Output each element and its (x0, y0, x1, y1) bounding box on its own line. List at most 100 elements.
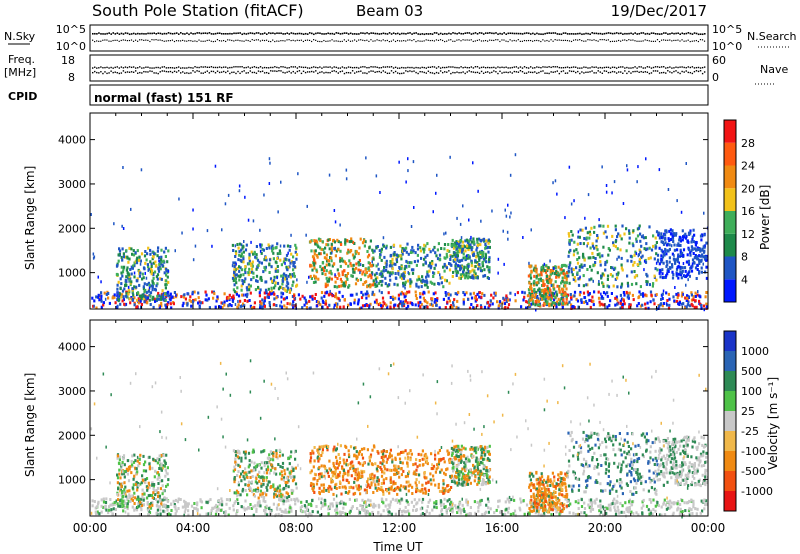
echo-cell (164, 303, 167, 307)
nave-point (605, 66, 608, 69)
echo-cell (648, 225, 651, 229)
echo-cell (519, 500, 523, 504)
echo-cell (234, 303, 237, 306)
echo-cell (259, 303, 262, 307)
echo-cell (675, 292, 678, 296)
nsky-point (126, 32, 129, 35)
freq-point (153, 72, 155, 74)
echo-cell (451, 275, 454, 278)
echo-cell (679, 244, 682, 247)
echo-cell (172, 499, 175, 503)
echo-cell (402, 248, 406, 252)
echo-cell (234, 261, 237, 265)
echo-cell (371, 290, 374, 294)
echo-cell (271, 249, 274, 253)
echo-cell (579, 290, 582, 294)
echo-cell (540, 294, 543, 298)
echo-cell (671, 252, 674, 256)
echo-cell (311, 510, 314, 514)
echo-cell (319, 252, 322, 256)
echo-cell (368, 253, 371, 257)
nave-point (190, 67, 192, 69)
nave-point (351, 67, 354, 69)
echo-cell (614, 240, 617, 244)
echo-cell (416, 253, 419, 257)
freq-point (417, 72, 419, 75)
nsearch-point (462, 39, 464, 41)
nsearch-point (536, 39, 538, 42)
echo-cell (320, 268, 323, 272)
echo-cell (138, 283, 141, 287)
echo-cell (442, 297, 445, 301)
echo-cell (413, 498, 416, 502)
echo-cell (598, 255, 602, 259)
echo-cell (349, 509, 352, 513)
nave-point (677, 66, 679, 69)
nsky-point (288, 33, 291, 35)
echo-cell (549, 288, 552, 292)
freq-point (130, 71, 133, 73)
echo-cell (473, 270, 476, 274)
echo-cell (589, 500, 592, 504)
echo-cell (400, 257, 403, 261)
echo-cell (409, 284, 412, 288)
echo-cell (555, 293, 559, 297)
echo-cell (686, 303, 689, 307)
nave-point (255, 66, 258, 69)
echo-cell (321, 504, 324, 508)
echo-cell (310, 249, 313, 253)
echo-cell (465, 500, 468, 504)
nsearch-point (108, 40, 110, 42)
nsearch-point (372, 40, 374, 42)
echo-cell (555, 273, 558, 277)
echo-cell (157, 297, 160, 301)
echo-cell (403, 510, 407, 514)
nave-point (439, 67, 442, 69)
echo-cell (119, 277, 122, 281)
echo-cell (155, 284, 158, 288)
echo-cell (668, 229, 671, 233)
power-x-ticks (89, 113, 709, 309)
echo-cell (140, 508, 143, 512)
nsearch-point (102, 39, 104, 41)
nave-point (663, 66, 665, 68)
echo-cell (248, 252, 251, 256)
echo-cell (286, 510, 289, 514)
echo-cell (120, 282, 123, 286)
freq-point (617, 71, 620, 73)
echo-cell (405, 264, 408, 268)
echo-cell (483, 293, 486, 297)
nave-point (542, 66, 544, 68)
echo-cell (462, 256, 465, 260)
echo-cell (398, 266, 401, 269)
echo-cell (605, 190, 608, 194)
nave-point (423, 66, 425, 69)
echo-cell (440, 504, 443, 508)
echo-cell (534, 264, 537, 268)
nsky-point (169, 32, 172, 35)
nave-point (405, 67, 407, 69)
echo-cell (660, 297, 663, 301)
echo-cell (633, 261, 636, 264)
echo-cell (505, 294, 508, 298)
nsky-point (441, 33, 444, 35)
echo-cell (467, 270, 470, 274)
echo-cell (650, 248, 654, 252)
nsearch-point (575, 39, 577, 41)
echo-cell (103, 291, 106, 295)
echo-cell (632, 298, 635, 302)
echo-cell (340, 511, 343, 514)
echo-cell (593, 246, 596, 250)
echo-cell (416, 278, 419, 282)
nsky-point (513, 32, 516, 35)
nsearch-point (554, 39, 556, 41)
echo-cell (643, 268, 645, 272)
echo-cell (562, 293, 565, 297)
nsearch-point (572, 39, 575, 41)
echo-cell (456, 255, 459, 259)
echo-cell (507, 303, 511, 307)
echo-cell (700, 499, 703, 503)
echo-cell (658, 304, 661, 308)
nsky-point (343, 32, 346, 34)
echo-cell (643, 247, 646, 251)
